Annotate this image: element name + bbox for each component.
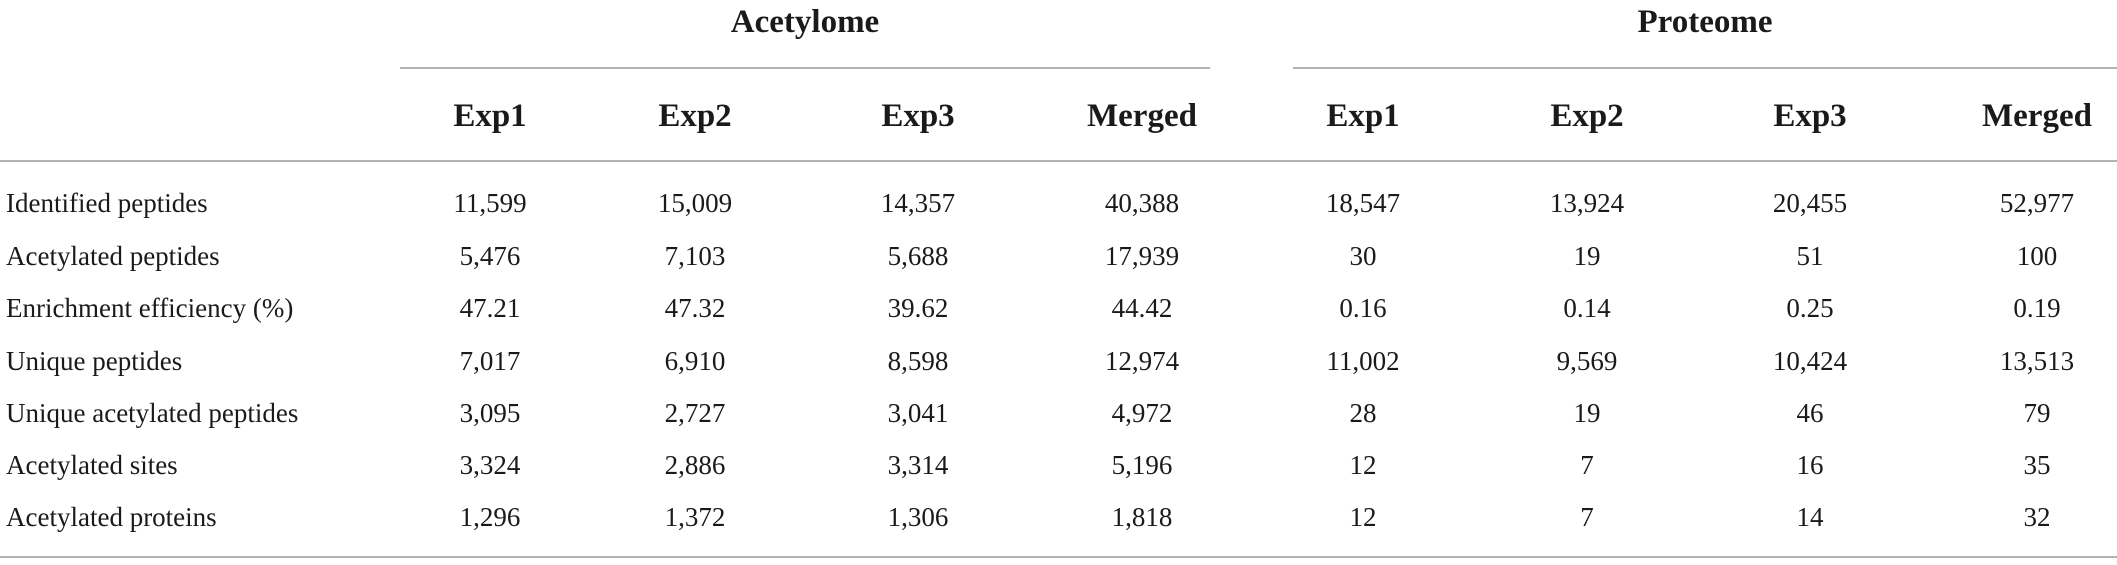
table-cell: 15,009	[657, 188, 733, 218]
table-cell: 10,424	[1772, 346, 1848, 376]
table-cell: 14,357	[880, 188, 956, 218]
table-cell: 40,388	[1104, 188, 1180, 218]
table-cell: 3,314	[887, 450, 949, 480]
table-cell: 7	[1580, 502, 1594, 532]
table-cell: 13,513	[1999, 346, 2075, 376]
table-cell: 7	[1580, 450, 1594, 480]
col-header-proteome-exp2: Exp2	[1550, 98, 1624, 134]
table-cell: 44.42	[1111, 293, 1173, 323]
table-cell: 11,002	[1326, 346, 1400, 376]
group-rule-proteome	[1293, 67, 2117, 69]
table-cell: 1,296	[459, 502, 521, 532]
table-cell: 7,103	[664, 241, 726, 271]
row-label: Acetylated proteins	[6, 502, 217, 532]
table-row: Unique peptides 7,017 6,910 8,598 12,974…	[0, 335, 2117, 387]
table-cell: 47.21	[459, 293, 521, 323]
table-cell: 7,017	[459, 346, 521, 376]
table-cell: 51	[1796, 241, 1824, 271]
table-cell: 5,476	[459, 241, 521, 271]
table-cell: 2,886	[664, 450, 726, 480]
table-cell: 1,306	[887, 502, 949, 532]
table-cell: 2,727	[664, 398, 726, 428]
table-row: Enrichment efficiency (%) 47.21 47.32 39…	[0, 282, 2117, 334]
table-cell: 5,196	[1111, 450, 1173, 480]
table-cell: 12	[1349, 502, 1377, 532]
table-cell: 0.16	[1339, 293, 1387, 323]
table-cell: 20,455	[1772, 188, 1848, 218]
table-cell: 13,924	[1549, 188, 1625, 218]
table-cell: 16	[1796, 450, 1824, 480]
table-cell: 0.25	[1786, 293, 1834, 323]
table-cell: 3,324	[459, 450, 521, 480]
col-header-acetylome-exp2: Exp2	[658, 98, 732, 134]
table-cell: 1,372	[664, 502, 726, 532]
table-cell: 9,569	[1556, 346, 1618, 376]
table-cell: 8,598	[887, 346, 949, 376]
table-cell: 0.19	[2013, 293, 2061, 323]
col-header-proteome-merged: Merged	[1982, 98, 2092, 134]
bottom-rule	[0, 556, 2117, 558]
table-cell: 52,977	[1999, 188, 2075, 218]
row-label: Acetylated peptides	[6, 241, 220, 271]
group-title-acetylome: Acetylome	[730, 4, 880, 40]
table-row: Acetylated peptides 5,476 7,103 5,688 17…	[0, 230, 2117, 282]
table-cell: 79	[2023, 398, 2051, 428]
row-label: Unique peptides	[6, 346, 183, 376]
table-cell: 18,547	[1325, 188, 1401, 218]
table-cell: 19	[1573, 241, 1601, 271]
table-cell: 1,818	[1111, 502, 1173, 532]
table-cell: 28	[1349, 398, 1377, 428]
col-header-proteome-exp1: Exp1	[1326, 98, 1400, 134]
header-rule	[0, 160, 2117, 162]
table-cell: 5,688	[887, 241, 949, 271]
table-cell: 12	[1349, 450, 1377, 480]
table-cell: 4,972	[1111, 398, 1173, 428]
table-row: Acetylated sites 3,324 2,886 3,314 5,196…	[0, 439, 2117, 491]
table-cell: 12,974	[1104, 346, 1180, 376]
row-label: Acetylated sites	[6, 450, 178, 480]
col-header-acetylome-merged: Merged	[1087, 98, 1197, 134]
table-cell: 100	[2016, 241, 2058, 271]
table-cell: 14	[1796, 502, 1824, 532]
table-cell: 3,041	[887, 398, 949, 428]
row-label: Identified peptides	[6, 188, 208, 218]
table-cell: 39.62	[887, 293, 949, 323]
group-title-proteome: Proteome	[1637, 4, 1773, 40]
table-cell: 47.32	[664, 293, 726, 323]
table-cell: 17,939	[1104, 241, 1180, 271]
col-header-acetylome-exp3: Exp3	[881, 98, 955, 134]
table-cell: 6,910	[664, 346, 726, 376]
row-label: Unique acetylated peptides	[6, 398, 299, 428]
row-label: Enrichment efficiency (%)	[6, 293, 294, 323]
table-row: Unique acetylated peptides 3,095 2,727 3…	[0, 387, 2117, 439]
table-cell: 30	[1349, 241, 1377, 271]
col-header-proteome-exp3: Exp3	[1773, 98, 1847, 134]
table-cell: 35	[2023, 450, 2051, 480]
table-cell: 11,599	[453, 188, 527, 218]
table-row: Acetylated proteins 1,296 1,372 1,306 1,…	[0, 491, 2117, 543]
table-row: Identified peptides 11,599 15,009 14,357…	[0, 177, 2117, 229]
col-header-acetylome-exp1: Exp1	[453, 98, 527, 134]
table-cell: 32	[2023, 502, 2051, 532]
table-cell: 0.14	[1563, 293, 1611, 323]
group-rule-acetylome	[400, 67, 1210, 69]
table-cell: 46	[1796, 398, 1824, 428]
table-cell: 19	[1573, 398, 1601, 428]
table-cell: 3,095	[459, 398, 521, 428]
